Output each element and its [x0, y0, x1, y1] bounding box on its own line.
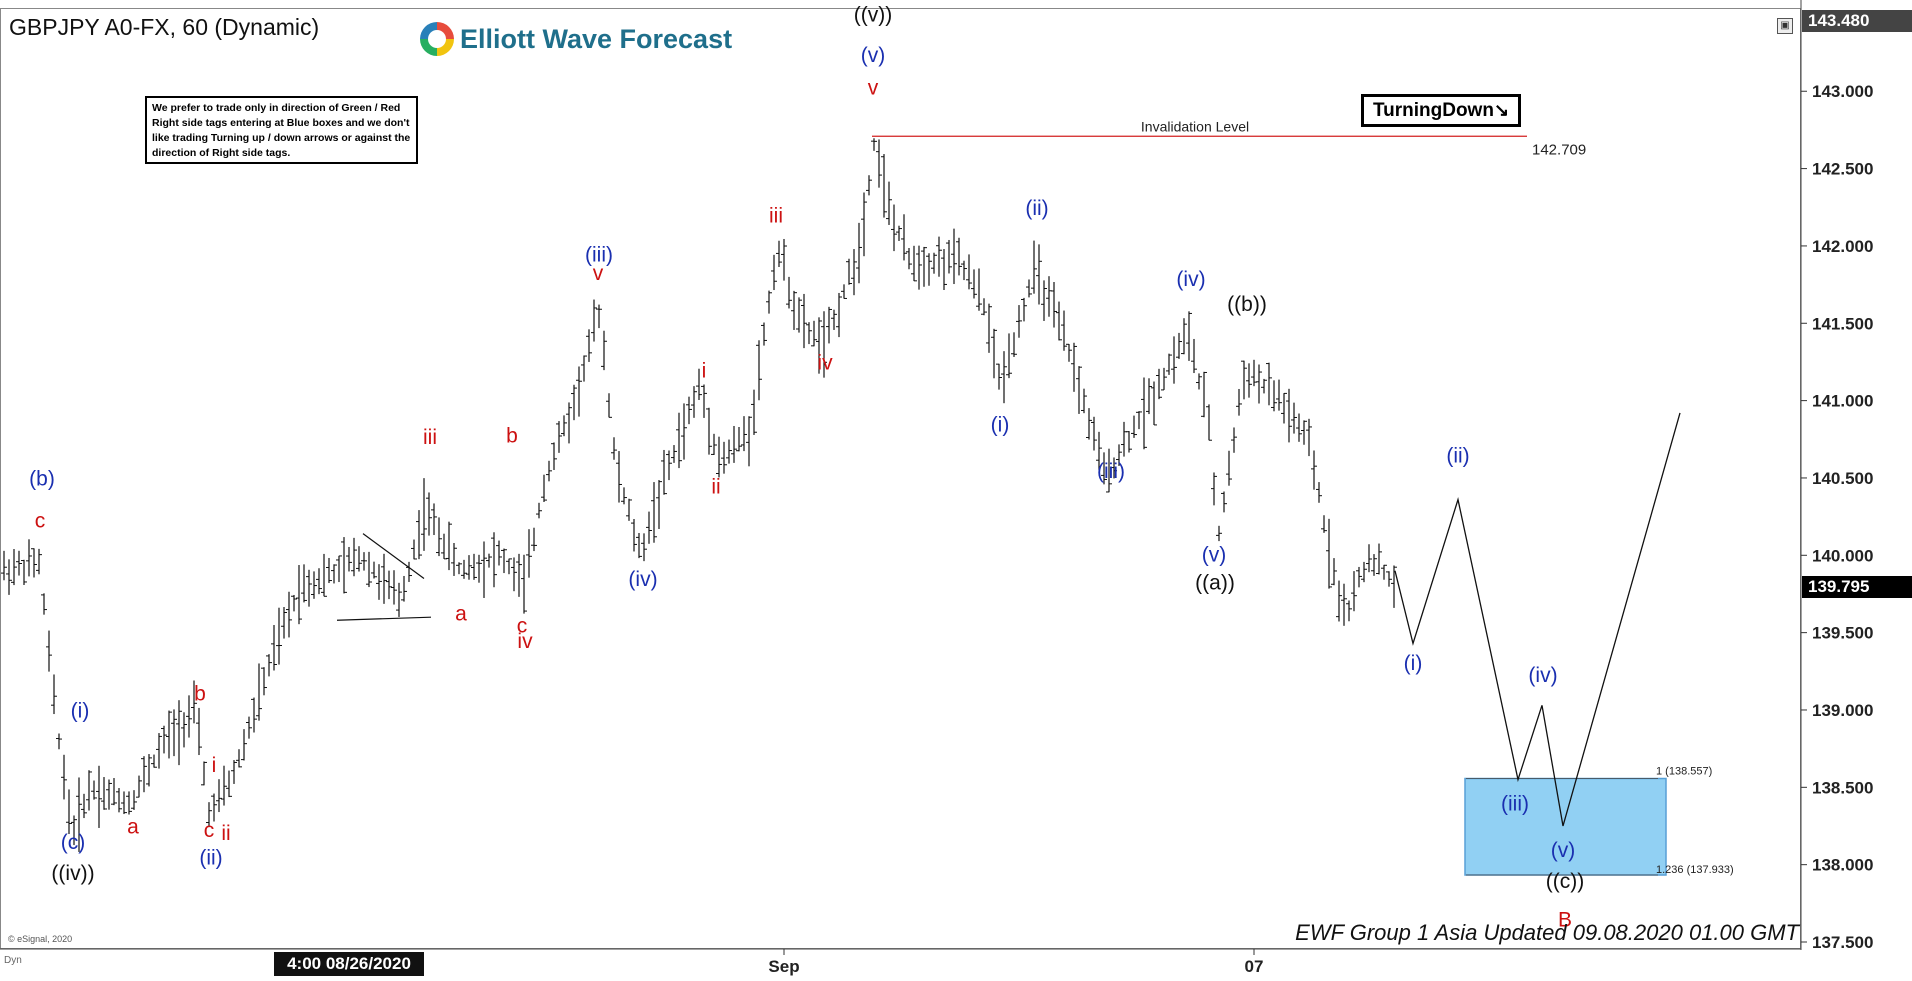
wave-label: (i)	[71, 700, 90, 723]
wave-label: (iv)	[628, 568, 657, 591]
wave-label: iv	[817, 352, 833, 375]
wave-label: (v)	[1202, 543, 1227, 566]
turning-tag: TurningDown↘	[1361, 94, 1521, 127]
triangle-upper-line	[362, 533, 425, 579]
wave-label: B	[1558, 909, 1572, 932]
wave-label: (i)	[991, 414, 1010, 437]
y-tick-label: 143.000	[1812, 82, 1873, 101]
wave-label: (c)	[61, 831, 86, 854]
wave-label: (ii)	[1025, 197, 1048, 220]
wave-label: (iii)	[585, 243, 613, 266]
triangle-lower-line	[336, 616, 432, 621]
wave-label: a	[127, 816, 139, 839]
wave-label: i	[702, 359, 707, 382]
turning-tag-label: TurningDown	[1372, 100, 1494, 121]
update-footer: EWF Group 1 Asia Updated 09.08.2020 01.0…	[1295, 920, 1799, 945]
wave-label: (iv)	[1176, 268, 1205, 291]
wave-label: ((v))	[854, 4, 892, 27]
current-price-label: 139.795	[1802, 576, 1912, 598]
x-axis-cursor-label: 4:00 08/26/2020	[274, 952, 424, 976]
arrow-down-right-icon: ↘	[1493, 100, 1510, 120]
chart-title: GBPJPY A0-FX, 60 (Dynamic)	[9, 14, 320, 40]
y-tick-label: 141.000	[1812, 392, 1873, 411]
wave-label: a	[455, 602, 467, 625]
wave-label: (ii)	[1446, 444, 1469, 467]
wave-label: v	[868, 76, 879, 99]
x-tick-label: 07	[1245, 957, 1264, 976]
wave-label: (b)	[29, 468, 55, 491]
wave-label: ii	[711, 475, 720, 498]
wave-label: c	[204, 819, 215, 842]
window-restore-icon[interactable]: ▣	[1777, 18, 1793, 34]
wave-label: A	[865, 0, 879, 3]
y-tick-label: 140.500	[1812, 469, 1873, 488]
brand-logo: Elliott Wave Forecast	[420, 22, 732, 56]
wave-label: c	[517, 615, 528, 638]
wave-label: ((b))	[1227, 293, 1267, 316]
wave-label: (ii)	[199, 847, 222, 870]
wave-label: iv	[517, 630, 533, 653]
y-axis-top-label: 143.480	[1802, 10, 1912, 32]
wave-label: ((iv))	[51, 862, 94, 885]
wave-label: b	[506, 424, 518, 447]
wave-label: (v)	[861, 44, 886, 67]
fib-label-upper: 1 (138.557)	[1656, 766, 1712, 778]
wave-label: v	[593, 262, 604, 285]
logo-text: Elliott Wave Forecast	[460, 23, 733, 54]
copyright-text: © eSignal, 2020	[8, 934, 73, 944]
y-tick-label: 139.500	[1812, 624, 1873, 643]
trading-note: We prefer to trade only in direction of …	[145, 96, 418, 164]
wave-label: (iv)	[1528, 664, 1557, 687]
x-tick-label: Sep	[768, 957, 799, 976]
projection-path	[1394, 412, 1681, 827]
wave-label: ((a))	[1195, 571, 1235, 594]
y-tick-label: 137.500	[1812, 933, 1873, 952]
wave-label: ii	[221, 822, 230, 845]
y-tick-label: 142.000	[1812, 237, 1873, 256]
logo-icon	[420, 22, 454, 56]
invalidation-label: Invalidation Level	[1141, 118, 1249, 134]
y-tick-label: 142.500	[1812, 160, 1873, 179]
wave-label: c	[35, 509, 46, 532]
y-tick-label: 140.000	[1812, 546, 1873, 565]
wave-label: iii	[769, 205, 783, 228]
wave-label: (iii)	[1501, 793, 1529, 816]
wave-label: (v)	[1551, 839, 1576, 862]
wave-label: (iii)	[1097, 460, 1125, 483]
dyn-label: Dyn	[4, 955, 22, 966]
fib-label-lower: 1.236 (137.933)	[1656, 864, 1734, 876]
wave-label: i	[212, 754, 217, 777]
invalidation-value: 142.709	[1532, 141, 1586, 158]
wave-label: (i)	[1404, 652, 1423, 675]
y-tick-label: 138.500	[1812, 778, 1873, 797]
wave-label: ((c))	[1546, 870, 1584, 893]
y-axis-panel	[1801, 0, 1912, 981]
wave-label: b	[194, 683, 206, 706]
y-tick-label: 139.000	[1812, 701, 1873, 720]
y-tick-label: 138.000	[1812, 856, 1873, 875]
y-tick-label: 141.500	[1812, 314, 1873, 333]
wave-label: iii	[423, 426, 437, 449]
